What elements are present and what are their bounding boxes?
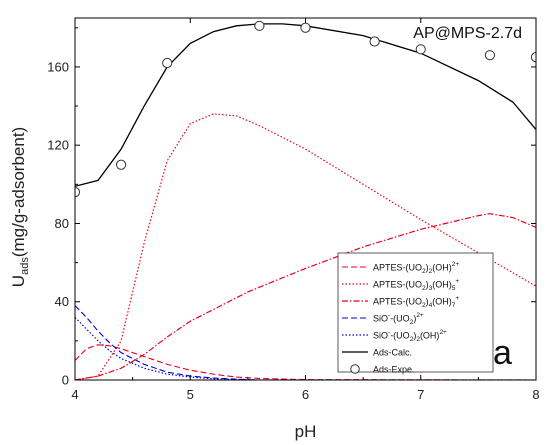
legend-label: SiO--(UO2)2(OH)2+ <box>373 329 447 343</box>
data-point <box>530 52 536 63</box>
x-tick-label: 6 <box>302 387 309 402</box>
legend-entry: APTES-(UO2)4(OH)7+ <box>342 295 459 309</box>
legend-label: Ads-Expe. <box>373 365 415 375</box>
legend-label: APTES-(UO2)3(OH)5+ <box>373 278 459 292</box>
annotations: AP@MPS-2.7d a <box>413 25 522 372</box>
y-tick-label: 160 <box>47 59 69 74</box>
data-point <box>300 22 311 33</box>
legend-entry: APTES-(UO2)2(OH)2+ <box>342 261 459 275</box>
legend-label: SiO--(UO2)2+ <box>373 312 424 326</box>
legend-entry: SiO--(UO2)2+ <box>342 312 424 326</box>
data-point <box>254 20 265 31</box>
series-line-aptes2 <box>75 113 536 380</box>
series-line-aptes1 <box>75 344 536 380</box>
y-tick-label: 40 <box>55 294 69 309</box>
legend-label: APTES-(UO2)2(OH)2+ <box>373 261 459 275</box>
panel-letter: a <box>493 334 512 372</box>
x-axis-label: pH <box>295 422 317 441</box>
legend-entry: APTES-(UO2)3(OH)5+ <box>342 278 459 292</box>
plot-content <box>75 20 536 380</box>
data-point <box>116 159 127 170</box>
legend-label: Ads-Calc. <box>373 348 412 358</box>
series-line-calc <box>75 23 536 187</box>
y-tick-label: 0 <box>62 373 69 388</box>
y-tick-label: 80 <box>55 216 69 231</box>
legend-entry: Ads-Expe. <box>350 364 415 375</box>
annotation-label: AP@MPS-2.7d <box>413 25 522 42</box>
series-line-sio1 <box>75 305 536 380</box>
legend-entry: SiO--(UO2)2(OH)2+ <box>342 329 447 343</box>
y-tick-label: 120 <box>47 138 69 153</box>
x-tick-label: 5 <box>187 387 194 402</box>
data-point <box>369 36 380 47</box>
x-tick-label: 4 <box>71 387 78 402</box>
legend-swatch <box>350 364 360 374</box>
data-point <box>415 44 426 55</box>
legend-label: APTES-(UO2)4(OH)7+ <box>373 295 459 309</box>
legend-entry: Ads-Calc. <box>342 348 412 358</box>
series-line-sio2 <box>75 316 536 380</box>
x-tick-label: 7 <box>417 387 424 402</box>
x-tick-label: 8 <box>532 387 539 402</box>
data-point <box>162 57 173 69</box>
data-point <box>484 50 495 61</box>
legend: APTES-(UO2)2(OH)2+ APTES-(UO2)3(OH)5+ APTE… <box>337 252 494 375</box>
series-line-aptes3 <box>75 213 536 380</box>
y-axis-label: Uads(mg/g-adsorbent) <box>9 127 31 287</box>
